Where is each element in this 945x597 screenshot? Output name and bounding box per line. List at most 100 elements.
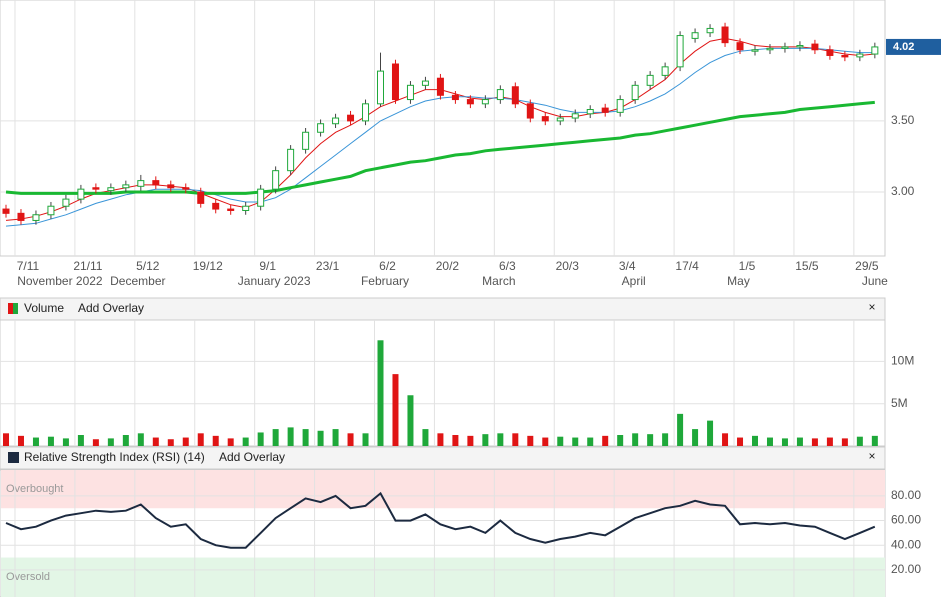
- x-tick-label: 17/4: [675, 259, 699, 273]
- volume-bar: [542, 437, 549, 446]
- candle-body: [152, 180, 160, 186]
- candle-body: [197, 191, 205, 204]
- volume-bar: [92, 439, 99, 446]
- volume-icon: [13, 303, 18, 314]
- volume-bar: [811, 438, 818, 446]
- candle-body: [137, 180, 145, 187]
- volume-bar: [362, 433, 369, 446]
- volume-bar: [47, 436, 54, 446]
- volume-bar: [752, 435, 758, 446]
- close-button[interactable]: ×: [868, 300, 875, 314]
- volume-bar: [377, 340, 384, 446]
- candle-body: [391, 63, 399, 101]
- volume-bar: [197, 433, 204, 446]
- volume-bar: [107, 438, 114, 446]
- x-tick-label: 9/1: [259, 259, 276, 273]
- x-tick-label: 21/11: [73, 259, 102, 273]
- volume-icon: [8, 303, 13, 314]
- candle-body: [706, 27, 714, 34]
- candle-body: [496, 89, 504, 101]
- candle-body: [856, 53, 864, 58]
- candle-body: [526, 103, 534, 119]
- x-tick-label: 7/11: [17, 259, 40, 273]
- y-tick-label: 5M: [891, 396, 908, 410]
- candle-body: [511, 86, 519, 105]
- candle-body: [556, 117, 564, 122]
- x-month-label: June: [862, 274, 888, 288]
- volume-bar: [587, 437, 594, 446]
- overbought-band: [1, 470, 885, 509]
- volume-bar: [617, 435, 624, 446]
- candle-body: [332, 117, 340, 125]
- volume-bar: [722, 433, 729, 446]
- candle-body: [646, 74, 654, 86]
- candle-body: [826, 49, 834, 56]
- rsi-title: Relative Strength Index (RSI) (14): [24, 450, 205, 464]
- y-tick-label: 10M: [891, 354, 914, 368]
- volume-bar: [602, 435, 609, 446]
- x-tick-label: 6/2: [379, 259, 396, 273]
- volume-bar: [77, 435, 84, 446]
- volume-bar: [467, 435, 474, 446]
- volume-bar: [796, 437, 803, 446]
- x-month-label: April: [622, 274, 646, 288]
- volume-bar: [632, 433, 639, 446]
- volume-bar: [392, 374, 399, 446]
- volume-bar: [512, 433, 519, 446]
- volume-bar: [3, 433, 9, 446]
- candle-body: [362, 103, 370, 122]
- close-button[interactable]: ×: [868, 449, 875, 463]
- x-month-label: November 2022: [17, 274, 103, 288]
- candle-body: [751, 49, 759, 52]
- candle-body: [77, 188, 85, 200]
- x-tick-label: 15/5: [795, 259, 819, 273]
- candle-body: [721, 26, 729, 44]
- candle-body: [481, 99, 489, 105]
- y-tick-label: 40.00: [891, 537, 921, 551]
- volume-bar: [32, 437, 39, 446]
- moving-average: [5, 100, 875, 195]
- rsi-header: [0, 446, 886, 470]
- volume-bar: [677, 413, 684, 446]
- volume-bar: [62, 438, 69, 446]
- volume-bar: [17, 435, 24, 446]
- add-overlay[interactable]: Add Overlay: [219, 450, 285, 464]
- candle-body: [317, 123, 325, 133]
- x-month-label: May: [727, 274, 750, 288]
- candle-body: [421, 80, 429, 86]
- last-price-label: 4.02: [893, 41, 914, 53]
- candle-body: [302, 131, 310, 150]
- x-tick-label: 19/12: [193, 259, 223, 273]
- volume-bar: [482, 434, 489, 446]
- add-overlay[interactable]: Add Overlay: [78, 301, 144, 315]
- candle-body: [377, 70, 384, 105]
- candle-body: [2, 208, 10, 214]
- x-tick-label: 20/2: [436, 259, 460, 273]
- candle-body: [676, 35, 684, 68]
- y-tick-label: 3.50: [891, 113, 915, 127]
- volume-bar: [781, 438, 788, 446]
- candle-body: [586, 109, 594, 115]
- candle-body: [107, 187, 115, 192]
- candle-body: [122, 184, 130, 189]
- candle-body: [811, 43, 819, 51]
- price-panel: [0, 0, 886, 257]
- candle-body: [661, 66, 669, 76]
- rsi-line: [5, 491, 876, 549]
- candle-body: [257, 188, 265, 207]
- volume-bar: [272, 429, 279, 446]
- volume-bar: [437, 433, 444, 446]
- volume-bar: [152, 437, 159, 446]
- y-tick-label: 20.00: [891, 562, 921, 576]
- volume-bar: [212, 435, 219, 446]
- candle-body: [272, 170, 280, 190]
- volume-bar: [527, 435, 534, 446]
- volume-bar: [647, 434, 654, 446]
- volume-bar: [707, 420, 714, 446]
- volume-bar: [242, 437, 249, 446]
- candle-body: [601, 107, 609, 113]
- candle-body: [466, 99, 474, 105]
- candle-body: [182, 187, 190, 190]
- candle-body: [871, 46, 879, 55]
- volume-bar: [317, 430, 324, 446]
